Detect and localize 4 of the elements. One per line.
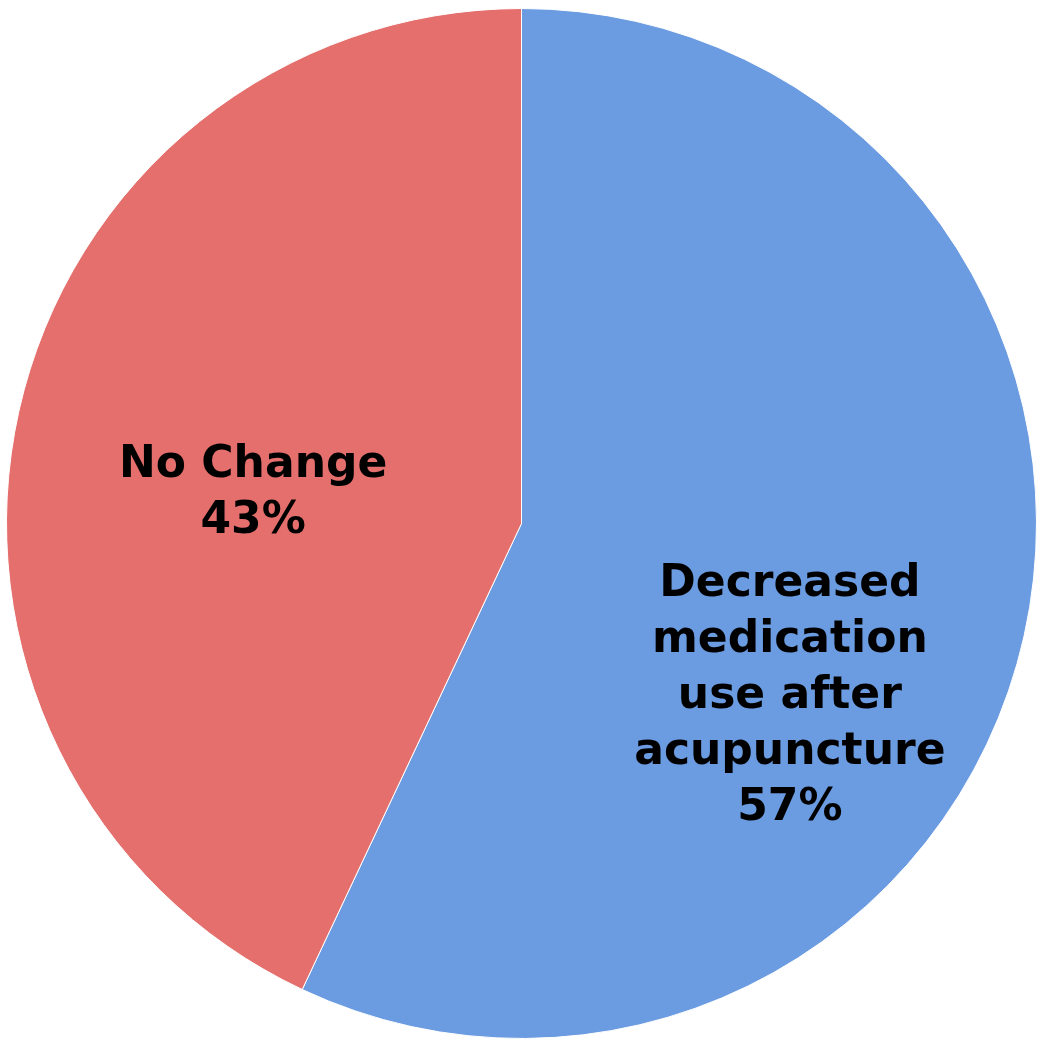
data-label: 57% bbox=[737, 779, 843, 831]
slice-label: Decreased medication use after acupuncture bbox=[634, 555, 946, 775]
data-label: 43% bbox=[200, 491, 306, 543]
slice-label: No Change bbox=[118, 435, 388, 487]
